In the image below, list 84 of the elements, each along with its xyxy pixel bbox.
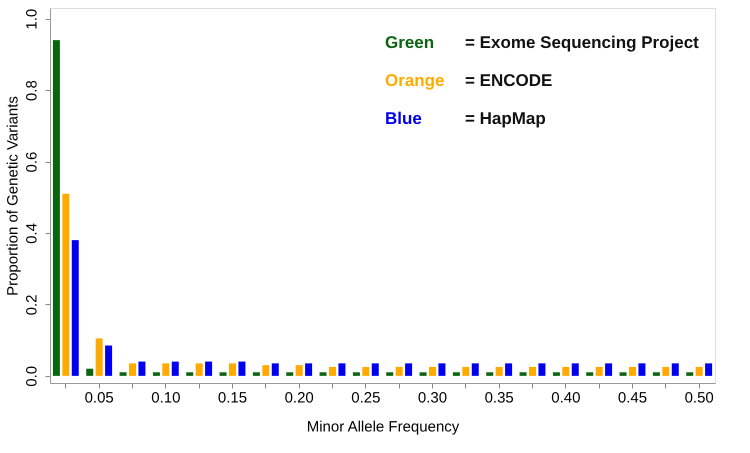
bar [596,366,603,376]
bar [372,363,379,376]
bar [305,363,312,376]
annotation: = HapMap [465,109,546,128]
bar [62,194,70,376]
x-tick-label: 0.35 [484,390,514,406]
x-axis-title: Minor Allele Frequency [306,418,460,436]
bar [452,372,460,376]
bar [496,366,503,376]
bar [672,363,679,376]
bar [205,362,212,376]
y-tick-label: 0.8 [24,80,40,102]
bar [229,363,236,376]
bar [562,366,570,376]
bar [538,363,546,376]
bar [705,363,712,376]
y-tick-label: 1.0 [24,8,40,30]
text: Green [385,33,434,52]
bar [320,372,327,376]
bar [662,366,670,376]
y-tick-label: 0.0 [24,366,40,387]
bar [152,372,160,376]
bar [629,366,636,376]
bar [486,372,494,376]
bar [186,372,194,376]
bar [652,372,660,376]
x-tick-label: 0.10 [151,390,180,406]
bar [338,363,346,376]
bar [120,372,127,376]
bar [172,362,179,376]
bar [386,372,394,376]
bar [420,372,427,376]
bar [462,366,470,376]
x-tick-label: 0.40 [551,390,580,406]
text: Orange [385,71,445,90]
bar [105,346,112,376]
bar [272,363,279,376]
bar [86,368,94,376]
y-tick-label: 0.4 [24,223,40,244]
text: Blue [385,109,422,128]
bar [520,372,527,376]
bar [72,240,79,376]
bar [129,363,136,376]
bar [405,363,412,376]
bar [638,363,646,376]
x-tick-label: 0.45 [618,390,648,406]
annotation: = ENCODE [465,71,552,90]
bar [252,372,260,376]
x-tick-label: 0.15 [218,390,248,406]
bar [362,366,370,376]
bar [220,372,227,376]
bar [472,363,479,376]
x-tick-label: 0.30 [418,390,448,406]
bar [352,372,360,376]
y-tick-label: 0.6 [24,152,40,172]
bar [162,363,170,376]
x-tick-label: 0.50 [684,390,714,406]
bar [196,363,203,376]
bar [586,372,594,376]
bar [505,363,512,376]
bar [529,366,536,376]
y-axis-title: Proportion of Genetic Variants [4,96,22,296]
bar [52,40,60,376]
bar [605,363,612,376]
y-tick-label: 0.2 [24,294,40,316]
bar [438,363,446,376]
bar [572,363,579,376]
bar [620,372,627,376]
bar [552,372,560,376]
bar [96,338,103,376]
bar [686,372,694,376]
bar [396,366,403,376]
x-tick-label: 0.20 [284,390,314,406]
bar [262,365,270,376]
bar [138,362,146,376]
bar [296,365,303,376]
x-tick-label: 0.05 [84,390,114,406]
x-tick-label: 0.25 [351,390,380,406]
bar [286,372,294,376]
bar [238,362,246,376]
bar [329,366,336,376]
bar [696,366,703,376]
bar [429,366,436,376]
annotation: = Exome Sequencing Project [465,33,700,52]
